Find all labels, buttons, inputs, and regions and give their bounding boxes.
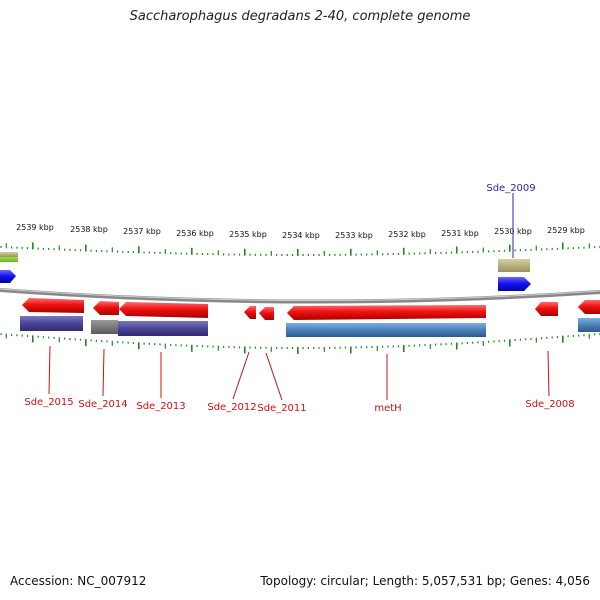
gene-arrow-sde-2014: [93, 301, 119, 315]
kbp-scale: 2539 kbp 2538 kbp 2537 kbp 2536 kbp 2535…: [16, 223, 585, 240]
label-leaders: [48, 193, 550, 401]
topology-text: Topology: circular; Length: 5,057,531 bp…: [260, 574, 590, 588]
gene-band-purple-2013: [118, 321, 208, 336]
gene-arrow-sde-2015: [22, 298, 84, 313]
forward-strand-features: [0, 252, 531, 291]
lower-tick-row: [0, 333, 600, 354]
gene-label-sde-2009: Sde_2009: [486, 183, 535, 194]
kbp-label: 2539 kbp: [16, 223, 54, 232]
gene-arrow-sde-2011: [259, 307, 274, 320]
kbp-label: 2536 kbp: [176, 229, 214, 238]
gene-arrow-meth: [287, 305, 486, 320]
gene-label-sde-2012: Sde_2012: [207, 402, 256, 413]
gene-label-sde-2013: Sde_2013: [136, 401, 185, 412]
genome-title: Saccharophagus degradans 2-40, complete …: [129, 9, 471, 24]
gene-band-steel-meth: [286, 323, 486, 337]
gene-band-steel-right: [578, 318, 600, 332]
gene-label-meth: metH: [374, 403, 401, 414]
upper-tick-row: [0, 242, 600, 256]
gene-arrow-sde-2009: [498, 277, 531, 291]
gene-arrow-sde-2008: [535, 302, 558, 316]
gene-arrow-sde-2013: [119, 302, 208, 318]
gene-band-purple-2015: [20, 316, 83, 331]
kbp-label: 2538 kbp: [70, 225, 108, 234]
kbp-label: 2529 kbp: [547, 226, 585, 235]
kbp-label: 2531 kbp: [441, 229, 479, 238]
gene-arrow-sde-2012: [244, 306, 256, 319]
gene-arrow-forward: [0, 270, 16, 283]
gene-label-sde-2011: Sde_2011: [257, 403, 306, 414]
gene-band-olive-left: [0, 252, 18, 257]
kbp-label: 2537 kbp: [123, 227, 161, 236]
gene-arrow-right-edge: [578, 300, 600, 314]
kbp-label: 2535 kbp: [229, 230, 267, 239]
kbp-label: 2534 kbp: [282, 231, 320, 240]
gene-band-gray-2014: [91, 320, 118, 334]
gene-label-sde-2014: Sde_2014: [78, 399, 127, 410]
accession-text: Accession: NC_007912: [10, 574, 147, 588]
kbp-label: 2532 kbp: [388, 230, 426, 239]
gene-band-olive: [498, 259, 530, 272]
reverse-strand-features: [20, 298, 600, 337]
gene-labels: Sde_2009 Sde_2015 Sde_2014 Sde_2013 Sde_…: [24, 183, 574, 414]
gene-label-sde-2015: Sde_2015: [24, 397, 73, 408]
genome-backbone: [0, 288, 600, 304]
kbp-label: 2533 kbp: [335, 231, 373, 240]
gene-label-sde-2008: Sde_2008: [525, 399, 574, 410]
